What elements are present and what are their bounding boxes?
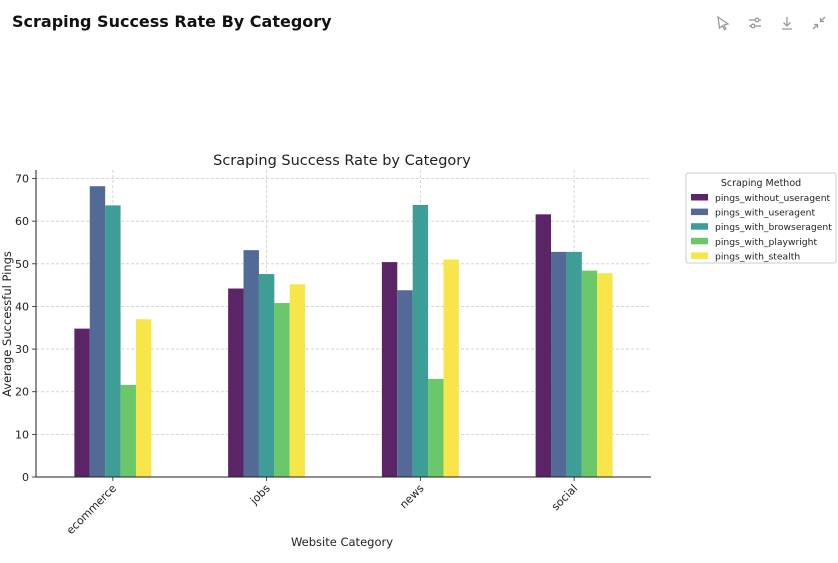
bar-pings_without_useragent-news [381, 262, 398, 477]
legend-swatch [691, 194, 708, 201]
legend-box [685, 172, 837, 264]
bar-pings_with_browseragent-ecommerce [105, 205, 121, 478]
bar-pings_with_stealth-news [443, 259, 459, 477]
x-tick-label: jobs [247, 482, 273, 508]
bar-pings_with_useragent-jobs [243, 250, 259, 477]
y-tick-label: 50 [15, 258, 29, 271]
legend-label: pings_with_playwright [715, 237, 817, 248]
legend-swatch [691, 237, 708, 245]
legend-title: Scraping Method [721, 178, 801, 189]
bar-pings_with_playwright-ecommerce [120, 384, 136, 477]
x-tick-label: news [397, 482, 427, 512]
legend-label: pings_with_useragent [715, 208, 815, 219]
bar-pings_with_browseragent-social [566, 251, 582, 477]
legend-label: pings_without_useragent [715, 193, 831, 204]
y-tick-label: 40 [15, 300, 29, 313]
y-tick-label: 30 [15, 343, 29, 356]
collapse-icon [812, 16, 826, 30]
bar-pings_with_stealth-social [597, 273, 613, 477]
x-tick-label: ecommerce [64, 482, 119, 537]
download-button[interactable] [776, 12, 798, 34]
download-icon [782, 17, 792, 30]
legend-swatch [691, 252, 708, 259]
bar-pings_without_useragent-ecommerce [74, 328, 90, 477]
bars [74, 186, 613, 478]
bar-pings_with_playwright-news [428, 378, 444, 477]
bar-pings_with_stealth-jobs [289, 284, 306, 477]
pin-icon [717, 15, 730, 31]
settings-button[interactable] [744, 12, 766, 34]
bar-pings_with_browseragent-news [412, 204, 429, 478]
collapse-button[interactable] [808, 12, 830, 34]
x-axis-label: Website Category [291, 535, 393, 549]
bar-pings_with_useragent-news [397, 290, 413, 477]
sliders-icon [749, 17, 761, 29]
bar-pings_without_useragent-jobs [228, 288, 244, 477]
bar-pings_with_useragent-ecommerce [89, 186, 106, 478]
legend-label: pings_with_browseragent [715, 222, 832, 233]
legend: Scraping Method pings_without_useragentpi… [685, 172, 837, 264]
bar-pings_with_playwright-social [581, 270, 598, 477]
y-tick-label: 10 [15, 428, 29, 441]
bar-pings_with_browseragent-jobs [258, 274, 275, 477]
bar-pings_with_stealth-ecommerce [135, 319, 152, 477]
legend-swatch [691, 223, 708, 230]
y-tick-label: 70 [15, 173, 29, 186]
y-tick-label: 60 [15, 215, 29, 228]
legend-label: pings_with_stealth [715, 251, 800, 262]
y-axis-label: Average Successful Pings [0, 251, 14, 397]
y-tick-label: 20 [15, 386, 29, 399]
chart-title: Scraping Success Rate by Category [213, 153, 471, 169]
y-tick-label: 0 [22, 471, 29, 484]
bar-pings_with_useragent-social [551, 251, 567, 477]
bar-pings_without_useragent-social [535, 214, 552, 477]
toolbar [712, 12, 830, 34]
page-title: Scraping Success Rate By Category [12, 12, 332, 31]
pin-button[interactable] [712, 12, 734, 34]
x-tick-label: social [549, 482, 580, 513]
bar-pings_with_playwright-jobs [274, 303, 290, 477]
legend-swatch [691, 208, 708, 216]
